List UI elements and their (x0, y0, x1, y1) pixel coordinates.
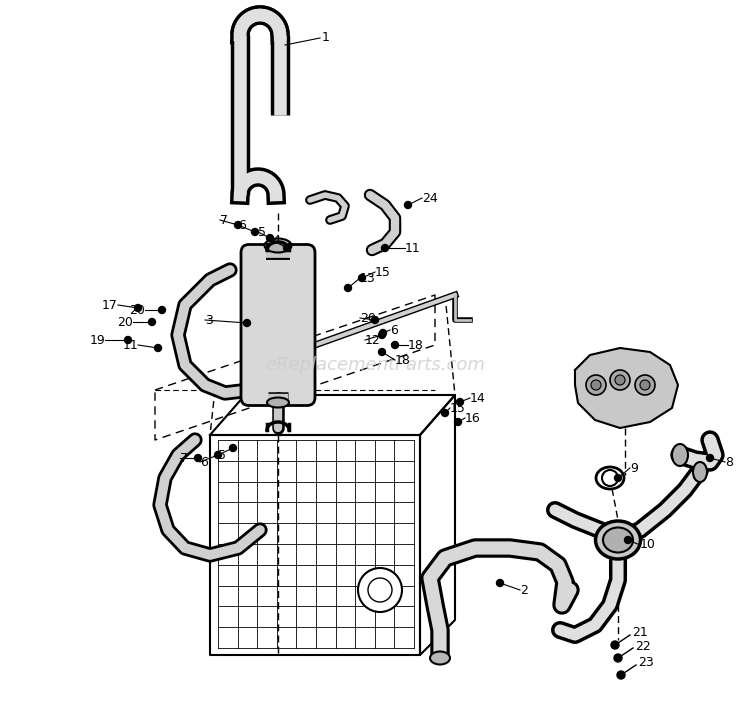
Text: 6: 6 (200, 455, 208, 468)
Circle shape (615, 375, 625, 385)
Text: 20: 20 (129, 303, 145, 317)
Ellipse shape (603, 528, 633, 553)
Circle shape (404, 202, 412, 209)
Circle shape (194, 455, 202, 461)
Text: 22: 22 (635, 639, 651, 653)
Circle shape (640, 380, 650, 390)
Circle shape (611, 641, 619, 649)
Text: 20: 20 (360, 312, 376, 325)
Text: 16: 16 (465, 412, 481, 425)
Text: 18: 18 (408, 338, 424, 352)
Circle shape (148, 318, 155, 325)
Circle shape (625, 536, 632, 543)
Circle shape (379, 348, 386, 355)
Text: 1: 1 (322, 31, 330, 44)
Ellipse shape (596, 521, 640, 559)
Circle shape (154, 345, 161, 352)
Text: 7: 7 (220, 214, 228, 227)
Circle shape (382, 245, 388, 252)
Ellipse shape (693, 462, 707, 482)
Circle shape (266, 235, 274, 242)
Circle shape (635, 375, 655, 395)
Text: 21: 21 (632, 626, 648, 639)
Text: eReplacementParts.com: eReplacementParts.com (265, 356, 485, 374)
Text: 17: 17 (102, 298, 118, 312)
Text: 20: 20 (117, 315, 133, 328)
Text: 18: 18 (395, 353, 411, 367)
Circle shape (380, 330, 386, 337)
Text: 15: 15 (450, 402, 466, 415)
Text: 4: 4 (272, 234, 280, 247)
Circle shape (358, 568, 402, 612)
Circle shape (244, 320, 250, 327)
Circle shape (358, 275, 365, 282)
Text: 11: 11 (122, 338, 138, 352)
Text: 24: 24 (422, 192, 438, 204)
Polygon shape (575, 348, 678, 428)
Circle shape (235, 222, 242, 229)
Circle shape (614, 475, 622, 481)
Ellipse shape (265, 239, 292, 252)
FancyBboxPatch shape (241, 245, 315, 405)
Text: 10: 10 (640, 538, 656, 551)
Circle shape (442, 410, 448, 417)
Circle shape (158, 307, 166, 313)
Circle shape (610, 370, 630, 390)
Text: 6: 6 (238, 219, 246, 232)
Circle shape (457, 398, 464, 405)
Circle shape (371, 317, 379, 323)
Ellipse shape (430, 651, 450, 664)
Text: 8: 8 (725, 455, 733, 468)
Circle shape (379, 332, 386, 338)
Text: 6: 6 (390, 323, 398, 337)
Circle shape (591, 380, 601, 390)
Circle shape (368, 578, 392, 602)
Circle shape (124, 337, 131, 343)
Circle shape (614, 654, 622, 662)
Ellipse shape (672, 444, 688, 466)
Text: 5: 5 (218, 448, 226, 461)
Text: 11: 11 (405, 242, 421, 255)
Text: 7: 7 (180, 451, 188, 465)
Text: 9: 9 (630, 461, 638, 475)
Circle shape (602, 470, 618, 486)
Circle shape (284, 245, 290, 252)
Text: 3: 3 (205, 313, 213, 327)
Text: 2: 2 (520, 583, 528, 596)
Circle shape (392, 342, 398, 348)
Ellipse shape (596, 467, 624, 489)
Ellipse shape (267, 398, 289, 408)
Circle shape (617, 671, 625, 679)
Circle shape (454, 418, 461, 425)
Circle shape (134, 305, 142, 312)
Circle shape (706, 455, 713, 461)
Text: 12: 12 (365, 333, 381, 347)
Circle shape (214, 451, 221, 458)
Text: 5: 5 (258, 225, 266, 239)
Text: 13: 13 (360, 272, 376, 285)
Circle shape (344, 285, 352, 292)
Circle shape (496, 579, 503, 586)
Circle shape (586, 375, 606, 395)
Circle shape (251, 229, 259, 235)
Text: 15: 15 (375, 265, 391, 279)
Text: 19: 19 (89, 333, 105, 347)
Text: 23: 23 (638, 656, 654, 669)
Text: 14: 14 (470, 392, 486, 405)
Circle shape (230, 445, 236, 451)
